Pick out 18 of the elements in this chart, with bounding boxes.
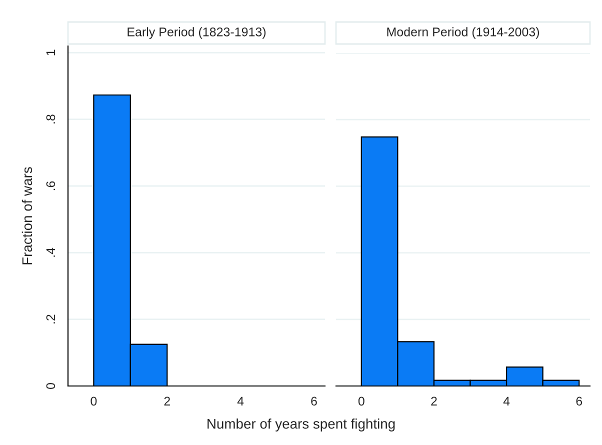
y-tick-label: 0 (46, 383, 56, 389)
x-axis-title: Number of years spent fighting (208, 418, 395, 432)
x-tick-label: 0 (90, 396, 97, 406)
y-tick-label: .4 (46, 248, 55, 257)
x-tick-label: 2 (431, 396, 437, 406)
y-axis-title: Fraction of wars (22, 167, 32, 264)
x-tick-label: 6 (311, 396, 317, 406)
x-tick-label: 4 (237, 396, 244, 406)
chart-title: Modern Period (1914-2003) (387, 27, 540, 39)
x-tick-label: 4 (503, 396, 510, 406)
y-tick-label: 1 (46, 50, 55, 56)
x-tick-label: 6 (576, 396, 582, 406)
chart-title: Early Period (1823-1913) (128, 27, 266, 39)
y-tick-label: .6 (46, 181, 56, 190)
y-tick-label: .2 (46, 314, 55, 324)
y-tick-label: .8 (46, 114, 56, 124)
x-tick-label: 2 (164, 396, 170, 406)
x-tick-label: 0 (358, 396, 364, 406)
